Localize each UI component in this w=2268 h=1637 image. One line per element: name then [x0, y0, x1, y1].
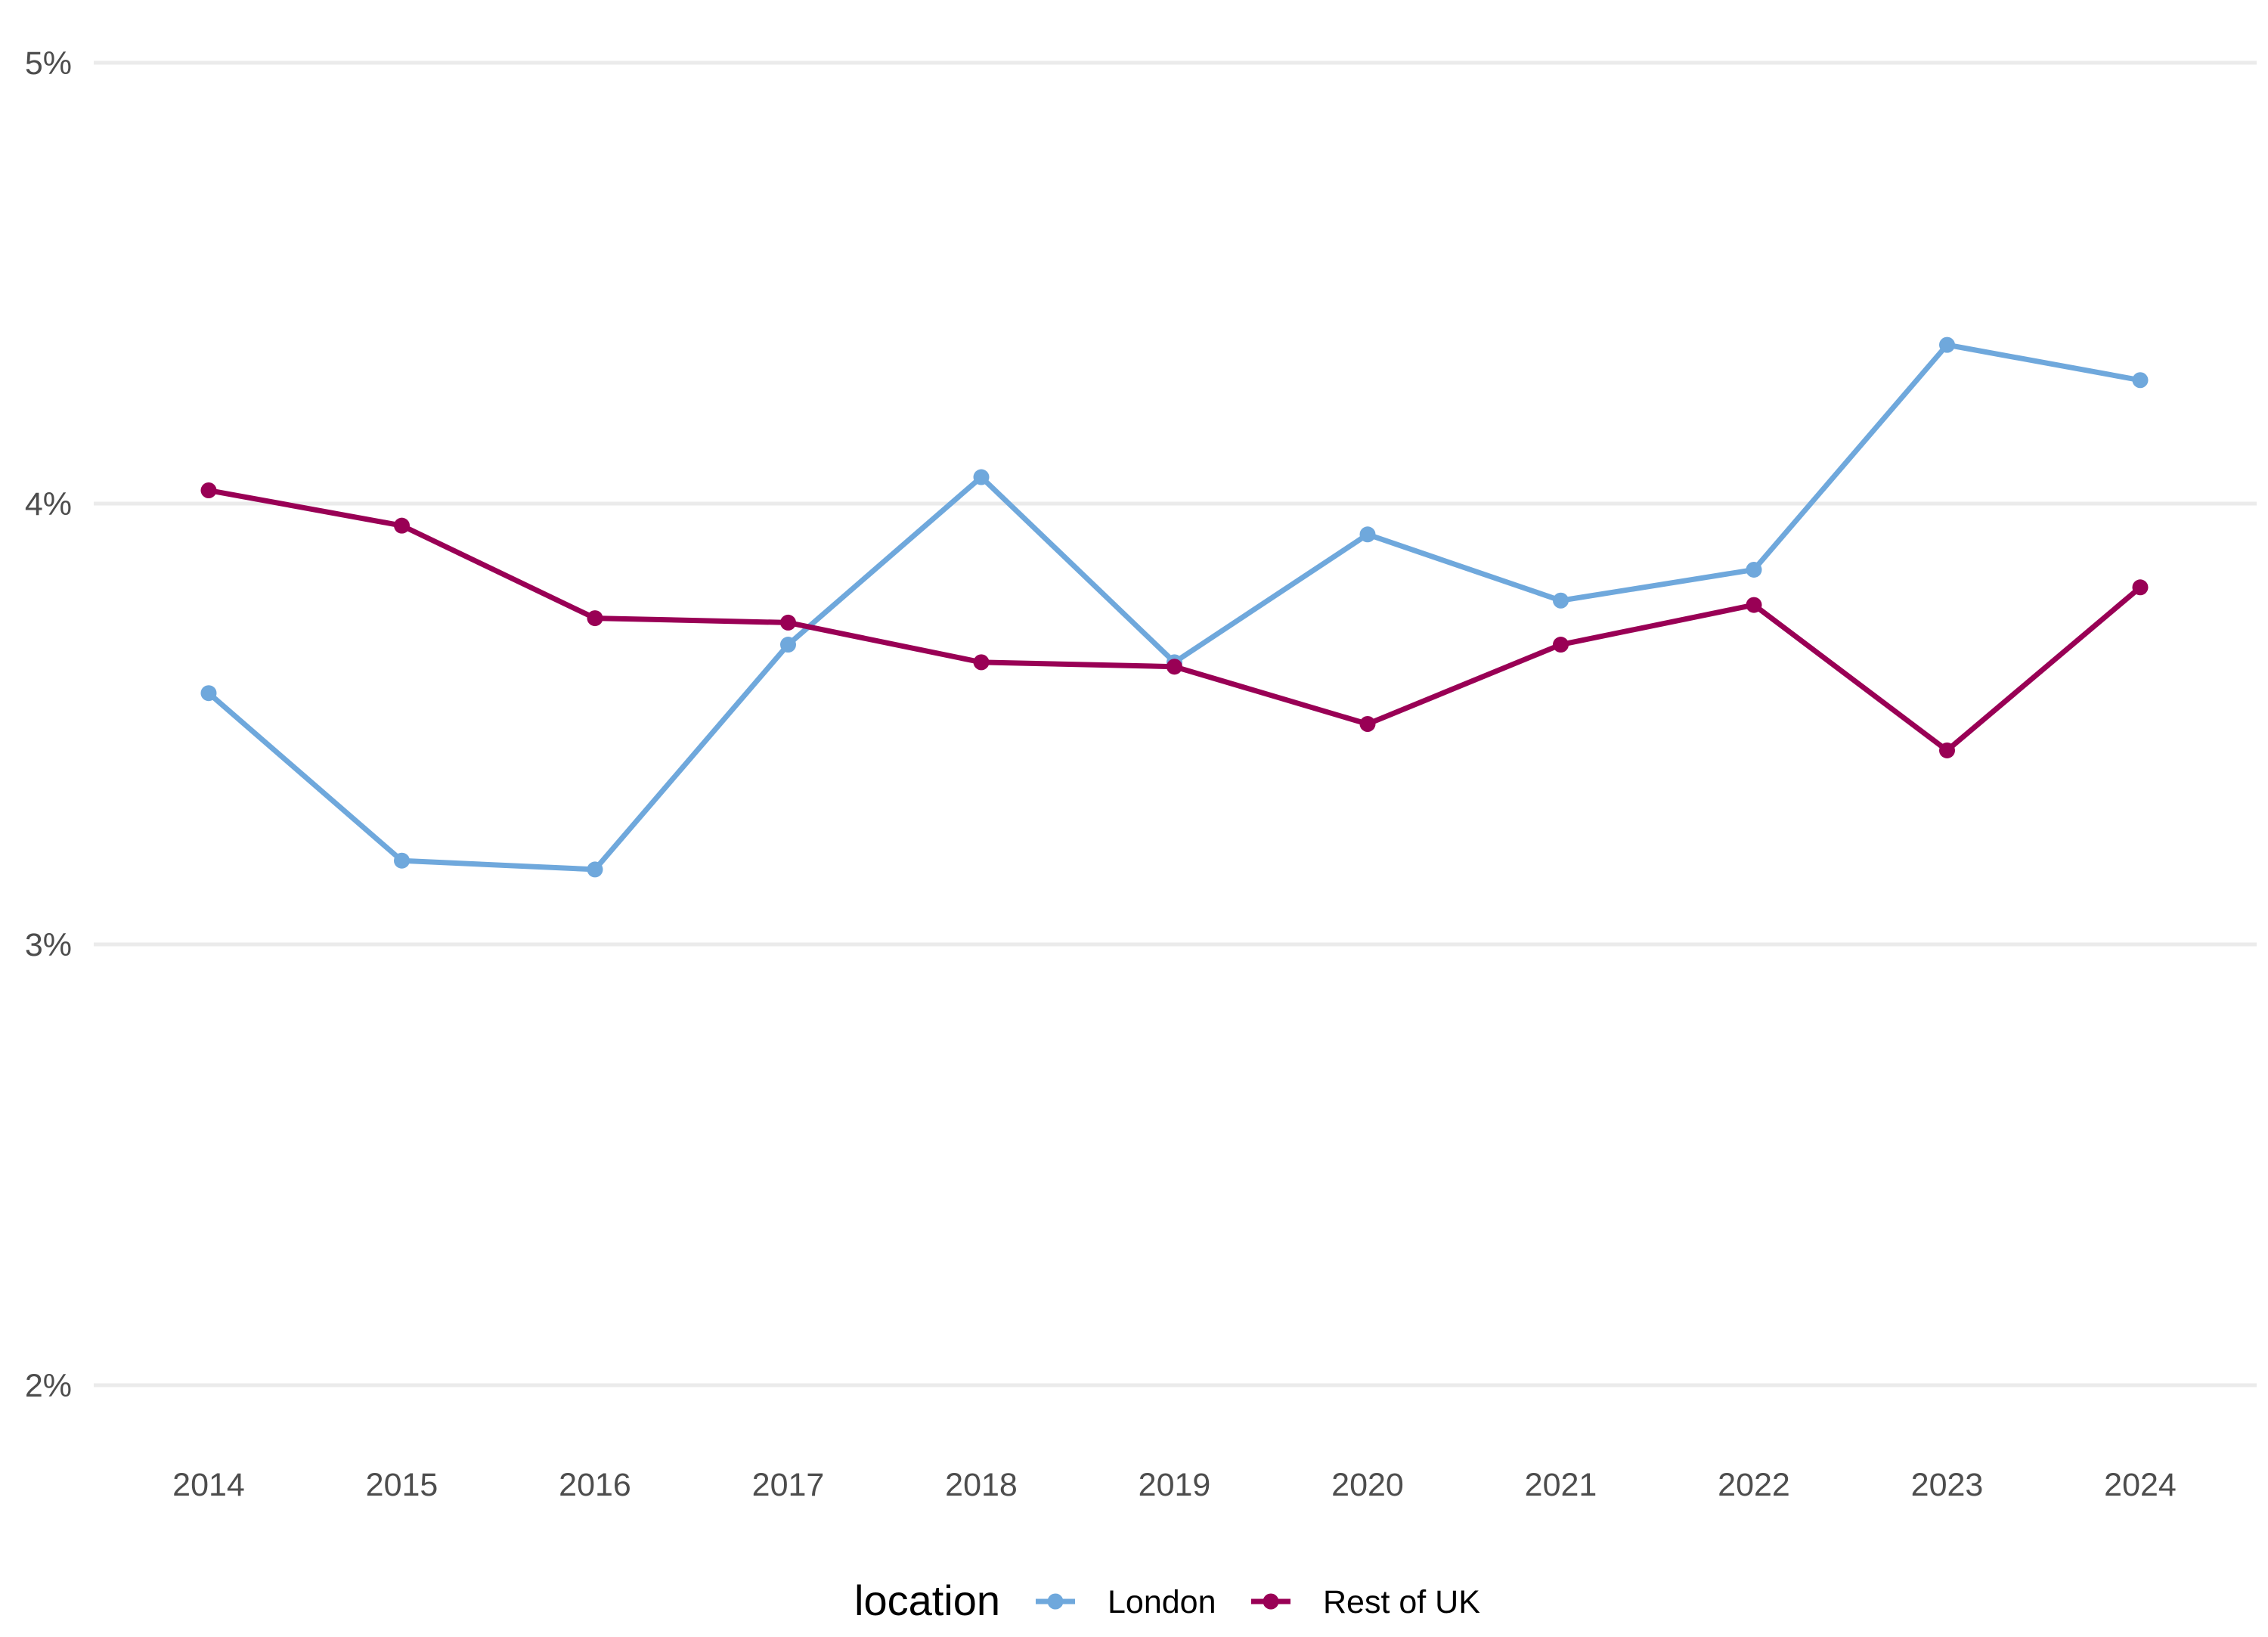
- x-tick-label: 2015: [366, 1467, 438, 1503]
- x-tick-label: 2020: [1331, 1467, 1404, 1503]
- legend-label: London: [1108, 1584, 1216, 1620]
- data-point-rest-of-uk: [394, 517, 410, 534]
- legend-label: Rest of UK: [1323, 1584, 1480, 1620]
- data-point-london: [2132, 372, 2149, 389]
- y-tick-label: 2%: [25, 1368, 72, 1404]
- series-line-rest-of-uk: [206, 488, 2143, 753]
- legend-key-point: [1263, 1593, 1279, 1610]
- data-point-rest-of-uk: [1553, 637, 1569, 653]
- legend: location London Rest of UK: [854, 1577, 1480, 1624]
- data-point-london: [1553, 592, 1569, 609]
- data-point-london: [587, 861, 603, 878]
- x-tick-label: 2016: [559, 1467, 631, 1503]
- data-point-rest-of-uk: [587, 610, 603, 627]
- data-point-rest-of-uk: [1359, 716, 1376, 732]
- series-line-london: [206, 342, 2143, 873]
- legend-title: location: [854, 1577, 1000, 1624]
- x-tick-label: 2017: [752, 1467, 825, 1503]
- series-london: [200, 336, 2149, 878]
- data-point-london: [394, 852, 410, 869]
- x-tick-label: 2023: [1911, 1467, 1984, 1503]
- data-point-rest-of-uk: [200, 482, 217, 499]
- gridlines: [94, 60, 2257, 1387]
- x-tick-label: 2019: [1139, 1467, 1211, 1503]
- series-group: [200, 336, 2149, 878]
- y-tick-label: 4%: [25, 486, 72, 522]
- data-point-london: [1939, 336, 1955, 353]
- y-axis-tick-labels: 2% 3% 4% 5%: [25, 45, 72, 1404]
- data-point-rest-of-uk: [1746, 597, 1762, 613]
- data-point-rest-of-uk: [1167, 659, 1182, 675]
- x-axis-tick-labels: 2014 2015 2016 2017 2018 2019 2020 2021 2022 2023…: [172, 1467, 2177, 1503]
- x-tick-label: 2021: [1525, 1467, 1597, 1503]
- data-point-rest-of-uk: [973, 654, 990, 671]
- data-point-london: [1359, 526, 1376, 543]
- y-tick-label: 5%: [25, 45, 72, 82]
- y-tick-label: 3%: [25, 927, 72, 963]
- legend-key-point: [1047, 1593, 1064, 1610]
- series-rest-of-uk: [200, 482, 2149, 758]
- legend-item-rest-of-uk: Rest of UK: [1251, 1584, 1480, 1620]
- data-point-london: [1746, 561, 1762, 578]
- data-point-rest-of-uk: [780, 614, 796, 631]
- data-point-rest-of-uk: [1939, 742, 1955, 758]
- x-tick-label: 2024: [2104, 1467, 2177, 1503]
- data-point-london: [780, 637, 796, 653]
- data-point-london: [200, 685, 217, 702]
- legend-item-london: London: [1036, 1584, 1216, 1620]
- data-point-rest-of-uk: [2132, 579, 2149, 596]
- x-tick-label: 2022: [1718, 1467, 1790, 1503]
- x-tick-label: 2014: [172, 1467, 245, 1503]
- x-tick-label: 2018: [945, 1467, 1018, 1503]
- data-point-london: [973, 469, 990, 485]
- legend-items: London Rest of UK: [1036, 1584, 1480, 1620]
